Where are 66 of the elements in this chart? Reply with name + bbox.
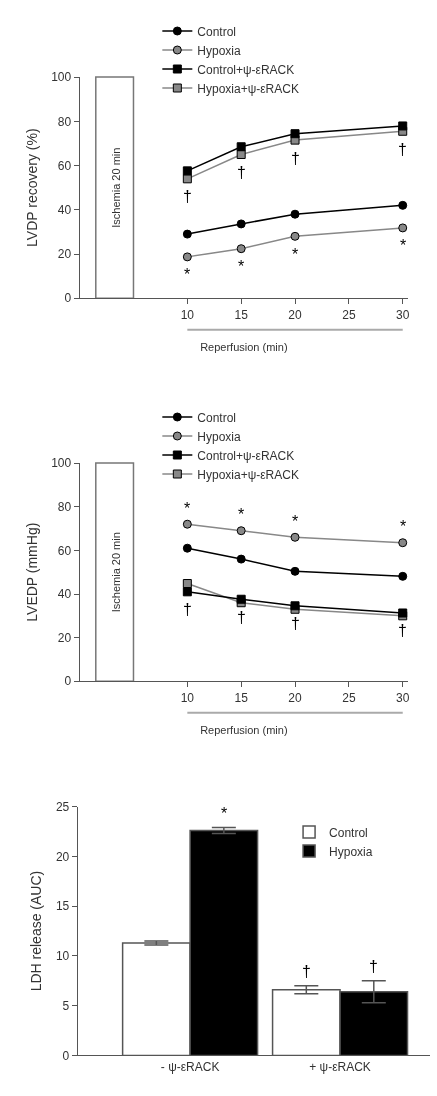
legend-label: Hypoxia+ψ-εRACK xyxy=(197,81,299,96)
x-tick-label: 25 xyxy=(342,307,356,322)
x-tick-label: 15 xyxy=(234,307,249,322)
annotation: * xyxy=(238,506,245,523)
annotation: * xyxy=(184,266,191,283)
annotation: † xyxy=(302,963,311,980)
y-tick-label: 10 xyxy=(55,949,70,964)
annotation: † xyxy=(398,622,407,639)
y-axis-title: LVDP recovery (%) xyxy=(23,128,40,247)
legend-label: Control xyxy=(329,825,368,840)
y-axis-title: LDH release (AUC) xyxy=(28,870,45,992)
legend-label: Hypoxia xyxy=(197,429,242,444)
x-tick-label: 30 xyxy=(396,307,410,322)
x-tick-label: 25 xyxy=(342,690,356,705)
legend-label: Control+ψ-εRACK xyxy=(197,62,295,77)
annotation: † xyxy=(291,150,300,167)
legend-label: Hypoxia xyxy=(329,844,373,859)
y-tick-label: 25 xyxy=(55,799,70,814)
legend-label: Hypoxia+ψ-εRACK xyxy=(197,467,299,482)
x-tick-label: 15 xyxy=(234,690,249,705)
y-tick-label: 100 xyxy=(51,70,72,85)
annotation: † xyxy=(183,188,192,205)
y-tick-label: 20 xyxy=(55,849,70,864)
y-axis-title: LVEDP (mmHg) xyxy=(23,522,40,622)
y-tick-label: 0 xyxy=(62,1048,70,1063)
x-tick-label: 30 xyxy=(396,690,410,705)
y-tick-label: 100 xyxy=(51,456,72,471)
y-tick-label: 5 xyxy=(62,998,70,1013)
annotation: † xyxy=(237,164,246,181)
legend-label: Control+ψ-εRACK xyxy=(197,448,295,463)
x-axis-title: Reperfusion (min) xyxy=(200,340,288,353)
legend-label: Hypoxia xyxy=(197,43,242,58)
annotation: * xyxy=(400,518,407,535)
y-tick-label: 80 xyxy=(57,499,72,514)
y-tick-label: 20 xyxy=(57,630,72,645)
annotation: † xyxy=(183,601,192,618)
y-tick-label: 0 xyxy=(64,674,72,689)
annotation: * xyxy=(292,246,299,263)
annotation: † xyxy=(369,958,378,975)
y-tick-label: 60 xyxy=(57,158,72,173)
annotation: † xyxy=(291,615,300,632)
x-tick-label: 10 xyxy=(180,307,195,322)
y-tick-label: 80 xyxy=(57,114,72,129)
y-tick-label: 60 xyxy=(57,543,72,558)
annotation: † xyxy=(398,141,407,158)
band-label: Ischemia 20 min xyxy=(109,532,122,613)
x-tick-label: 10 xyxy=(180,690,195,705)
y-tick-label: 15 xyxy=(55,899,70,914)
annotation: * xyxy=(184,500,191,517)
band-label: Ischemia 20 min xyxy=(109,147,122,228)
y-tick-label: 40 xyxy=(57,587,72,602)
y-tick-label: 40 xyxy=(57,202,72,217)
x-axis-title: Reperfusion (min) xyxy=(200,723,288,736)
legend-label: Control xyxy=(197,24,237,39)
annotation: † xyxy=(237,609,246,626)
x-tick-label: 20 xyxy=(288,307,303,322)
legend-label: Control xyxy=(197,410,237,425)
x-tick-label: - ψ-εRACK xyxy=(160,1059,220,1074)
annotation: * xyxy=(221,805,228,822)
annotation: * xyxy=(238,258,245,275)
annotation: * xyxy=(292,513,299,530)
x-tick-label: + ψ-εRACK xyxy=(309,1059,371,1074)
annotation: * xyxy=(400,237,407,254)
y-tick-label: 0 xyxy=(64,291,72,306)
y-tick-label: 20 xyxy=(57,247,72,262)
x-tick-label: 20 xyxy=(288,690,303,705)
